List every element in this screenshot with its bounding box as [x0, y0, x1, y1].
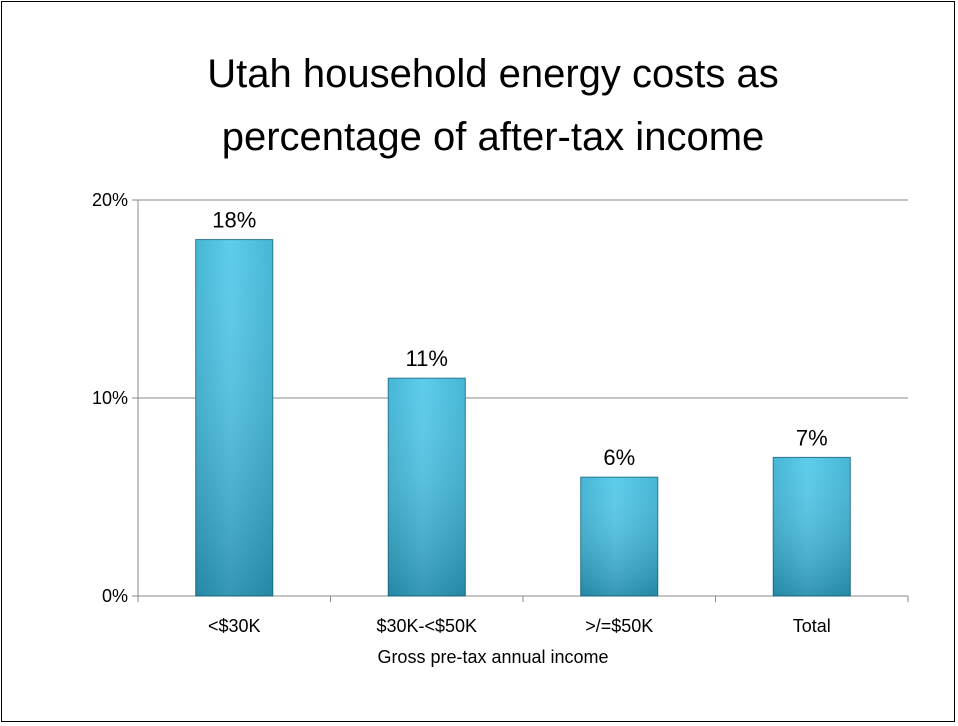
- bar-shade: [773, 457, 851, 596]
- x-tick-label: $30K-<$50K: [376, 616, 477, 636]
- x-tick-label: >/=$50K: [585, 616, 653, 636]
- chart-title-line-2: percentage of after-tax income: [222, 115, 765, 159]
- bar-group: [772, 456, 851, 597]
- bar-group: [387, 377, 466, 597]
- y-tick-label: 0%: [102, 586, 128, 606]
- bar-shade: [388, 378, 466, 596]
- x-tick-label: <$30K: [208, 616, 261, 636]
- y-tick-label: 20%: [92, 190, 128, 210]
- bar-shade: [580, 477, 658, 596]
- y-tick-label: 10%: [92, 388, 128, 408]
- data-label: 11%: [406, 346, 448, 371]
- x-axis-title: Gross pre-tax annual income: [377, 647, 608, 667]
- data-label: 7%: [796, 425, 828, 450]
- chart-title-line-1: Utah household energy costs as: [207, 52, 778, 96]
- bar-shade: [195, 239, 273, 596]
- data-label: 6%: [603, 445, 635, 470]
- data-label: 18%: [212, 208, 256, 233]
- x-tick-label: Total: [793, 616, 831, 636]
- bar-group: [580, 476, 659, 597]
- bar-group: [195, 239, 274, 597]
